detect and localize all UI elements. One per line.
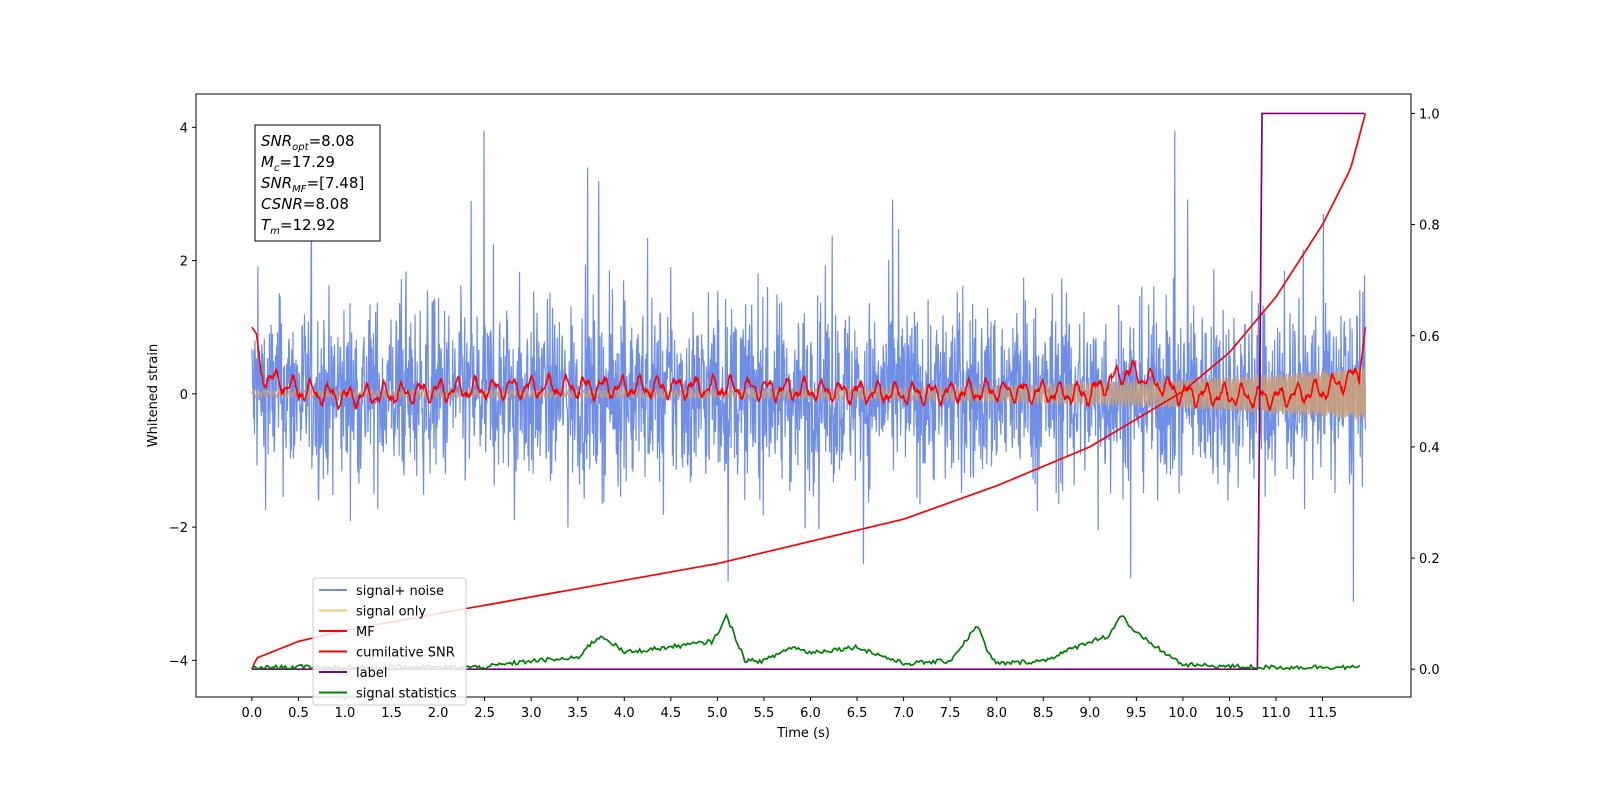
legend-frame: [312, 577, 467, 706]
series-signal-noise: [251, 130, 1366, 603]
series-mf: [251, 326, 1367, 411]
annotation-line: SNRMF=[7.48]: [261, 174, 364, 195]
x-tick-label: 2.5: [474, 706, 495, 721]
x-tick-label: 1.0: [335, 706, 356, 721]
y2-axis-ticks: 0.0 0.2 0.4 0.6 0.8 1.0: [1411, 107, 1440, 678]
x-tick-label: 6.5: [847, 706, 868, 721]
x-tick-label: 11.0: [1262, 706, 1291, 721]
legend-label: signal statistics: [356, 687, 457, 702]
x-tick-label: 6.0: [800, 706, 821, 721]
x-tick-label: 9.5: [1126, 706, 1147, 721]
legend: signal+ noise signal only MF cumilative SNR…: [312, 577, 467, 706]
x-tick-label: 8.0: [986, 706, 1007, 721]
x-tick-label: 3.5: [567, 706, 588, 721]
x-tick-label: 1.5: [381, 706, 402, 721]
y-axis-label: Whitened strain: [146, 344, 161, 447]
x-axis-label: Time (s): [776, 726, 830, 741]
annotation-frame: [254, 124, 381, 242]
annotation-line: Mc=17.29: [261, 153, 335, 174]
legend-label: label: [356, 666, 387, 681]
y2-tick-label: 0.4: [1419, 441, 1440, 456]
y-tick-label: 0: [180, 388, 188, 403]
x-tick-label: 3.0: [521, 706, 542, 721]
x-tick-label: 9.0: [1079, 706, 1100, 721]
x-tick-label: 10.0: [1168, 706, 1197, 721]
x-tick-label: 2.0: [428, 706, 449, 721]
x-tick-label: 4.0: [614, 706, 635, 721]
mf-line: [251, 326, 1367, 411]
y2-tick-label: 0.8: [1419, 219, 1440, 234]
y2-tick-label: 1.0: [1419, 107, 1440, 122]
annotation-line: CSNR=8.08: [261, 195, 349, 213]
plot-frame: [195, 93, 1412, 698]
x-tick-label: 5.0: [707, 706, 728, 721]
annotation-line: SNRopt=8.08: [261, 132, 355, 153]
y2-tick-label: 0.0: [1419, 663, 1440, 678]
legend-label: signal only: [356, 605, 426, 620]
annotation-line: Tm=12.92: [261, 216, 335, 237]
series-signal-only: [251, 367, 1367, 421]
x-tick-label: 8.5: [1033, 706, 1054, 721]
y-tick-label: −2: [169, 521, 188, 536]
x-tick-label: 7.0: [893, 706, 914, 721]
y-tick-label: 4: [180, 121, 188, 136]
x-tick-label: 11.5: [1308, 706, 1337, 721]
legend-label: MF: [356, 625, 375, 640]
x-tick-label: 10.5: [1215, 706, 1244, 721]
x-tick-label: 0.0: [242, 706, 263, 721]
legend-label: cumilative SNR: [356, 646, 455, 661]
label-line: [251, 112, 1365, 671]
signal-noise-line: [251, 130, 1366, 603]
x-axis-ticks: 0.0 0.5 1.0 1.5 2.0 2.5 3.0 3.5 4.0 4.5 5.0 5.5 6.0 6…: [242, 697, 1337, 721]
y-tick-label: 2: [180, 255, 188, 270]
y-axis-ticks: −4 −2 0 2 4: [169, 121, 196, 669]
x-tick-label: 5.5: [754, 706, 775, 721]
x-tick-label: 7.5: [940, 706, 961, 721]
y2-tick-label: 0.6: [1419, 330, 1440, 345]
legend-label: signal+ noise: [356, 584, 444, 599]
y-tick-label: −4: [169, 654, 188, 669]
stats-annotation-box: SNRopt=8.08Mc=17.29SNRMF=[7.48]CSNR=8.08…: [254, 124, 381, 242]
x-tick-label: 4.5: [660, 706, 681, 721]
signal-only-line: [251, 367, 1367, 421]
y2-tick-label: 0.2: [1419, 552, 1440, 567]
x-tick-label: 0.5: [288, 706, 309, 721]
